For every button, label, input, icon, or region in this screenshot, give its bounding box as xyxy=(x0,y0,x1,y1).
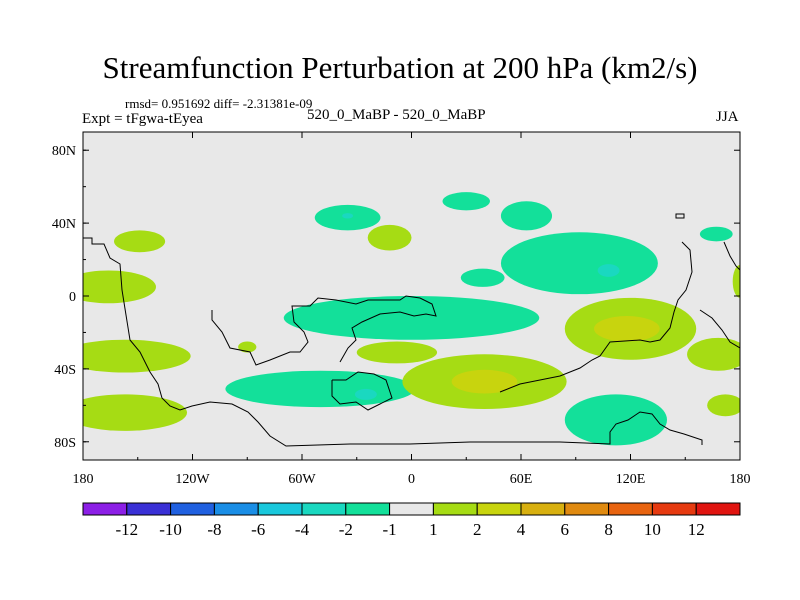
coastline-layer xyxy=(83,213,740,447)
colorbar-label: 8 xyxy=(604,520,613,539)
chart-title: Streamfunction Perturbation at 200 hPa (… xyxy=(102,50,698,85)
colorbar-label: -10 xyxy=(159,520,182,539)
rmsd-label: rmsd= 0.951692 diff= -2.31381e-09 xyxy=(125,96,313,111)
blob-asia-teal xyxy=(500,201,553,231)
colorbar-label: -6 xyxy=(251,520,265,539)
coastline-se-asia xyxy=(699,309,740,349)
colorbar-swatch xyxy=(564,502,610,516)
comparison-label: 520_0_MaBP - 520_0_MaBP xyxy=(307,107,486,123)
colorbar-label: 2 xyxy=(473,520,482,539)
coastline-japan xyxy=(675,213,685,219)
blob-south-teal xyxy=(225,370,416,408)
x-tick-label: 120W xyxy=(175,472,210,487)
coastline-asia xyxy=(499,241,693,393)
x-tick-label: 180 xyxy=(730,472,751,487)
blob-ne-pacific-teal xyxy=(699,226,733,242)
x-tick-label: 60E xyxy=(510,472,533,487)
colorbar-swatch xyxy=(126,502,172,516)
x-tick-label: 60W xyxy=(288,472,316,487)
blob-e-pacific-green xyxy=(687,337,740,371)
blob-atl-green xyxy=(367,224,412,251)
coastline-americas xyxy=(83,237,703,447)
coastline-antarctic xyxy=(331,371,393,411)
blob-indian-teal xyxy=(500,232,658,295)
contour-layer xyxy=(83,192,740,446)
colorbar-label: 4 xyxy=(517,520,526,539)
blob-sa-green-small xyxy=(238,341,257,353)
blob-np-pacific-green xyxy=(114,230,166,253)
colorbar-label: -4 xyxy=(295,520,310,539)
colorbar-swatch xyxy=(301,502,347,516)
x-tick-label: 120E xyxy=(616,472,646,487)
colorbar-label: 10 xyxy=(644,520,661,539)
blob-south-green xyxy=(83,394,188,431)
blob-sp-pacific-green xyxy=(83,339,191,373)
colorbar-swatch xyxy=(608,502,653,516)
x-tick-label: 0 xyxy=(408,472,415,487)
blob-trop-atl-teal xyxy=(283,296,540,340)
blob-arabian-teal xyxy=(460,268,505,287)
colorbar-swatch xyxy=(651,502,697,516)
colorbar-label: 12 xyxy=(688,520,705,539)
experiment-label: Expt = tFgwa-tEyea xyxy=(82,111,203,127)
y-tick-label: 80S xyxy=(54,436,76,451)
colorbar-label: 6 xyxy=(561,520,570,539)
colorbar-label: -2 xyxy=(339,520,353,539)
blob-s-indian-yellow xyxy=(451,369,518,394)
x-tick-label: 180 xyxy=(73,472,94,487)
colorbar-swatch xyxy=(432,502,478,516)
season-label: JJA xyxy=(716,109,739,125)
colorbar-label: -12 xyxy=(115,520,138,539)
colorbar-swatch xyxy=(213,502,259,516)
blob-trop-pacific-green xyxy=(83,270,156,304)
blob-e-pacific-green-south xyxy=(707,394,740,417)
blob-south-teal-core xyxy=(354,388,377,400)
blob-na-cyan-core xyxy=(342,213,354,219)
blob-so-teal xyxy=(564,394,668,446)
blob-australia-yellow xyxy=(594,316,660,342)
colorbar-swatch xyxy=(520,502,566,516)
colorbar-swatch xyxy=(345,502,391,516)
blob-indian-cyan-core xyxy=(597,264,620,277)
colorbar-swatch xyxy=(695,502,741,516)
colorbar-swatch xyxy=(170,502,215,516)
colorbar-label: 1 xyxy=(429,520,438,539)
colorbar-swatch xyxy=(257,502,303,516)
blob-eu-teal xyxy=(442,192,490,211)
colorbar-swatch xyxy=(389,502,434,516)
blob-e-edge-green xyxy=(732,265,740,298)
y-tick-label: 40N xyxy=(52,217,76,232)
colorbar-swatch xyxy=(82,502,128,516)
coastline-ne xyxy=(723,241,740,271)
colorbar: -12 -10 -8 -6 -4 -2 -1 1 2 4 6 8 10 12 xyxy=(82,502,741,539)
colorbar-label: -1 xyxy=(383,520,397,539)
blob-s-atl-green xyxy=(356,341,438,364)
axis-ticks: 180 120W 60W 0 60E 120E 180 80N 40N 0 40S 80S xyxy=(52,132,751,487)
coastline-africa xyxy=(211,295,437,366)
y-tick-label: 0 xyxy=(69,290,76,305)
y-tick-label: 40S xyxy=(54,363,76,378)
colorbar-label: -8 xyxy=(207,520,221,539)
y-tick-label: 80N xyxy=(52,144,76,159)
colorbar-swatch xyxy=(476,502,522,516)
